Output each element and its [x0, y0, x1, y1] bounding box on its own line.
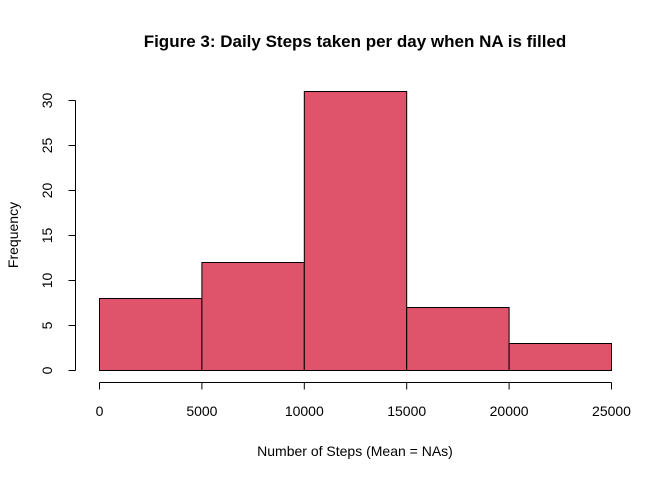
y-tick-label-3: 15: [39, 228, 55, 244]
x-axis: 0 5000 10000 15000 20000 25000: [96, 382, 631, 419]
y-tick-label-1: 5: [39, 321, 55, 329]
chart-title: Figure 3: Daily Steps taken per day when…: [144, 32, 567, 51]
histogram-bar-3: [406, 307, 510, 371]
y-axis: 0 5 10 15 20 25 30: [39, 93, 76, 374]
x-tick-label-2: 10000: [285, 403, 324, 419]
x-tick-label-4: 20000: [490, 403, 529, 419]
x-tick-label-0: 0: [96, 403, 104, 419]
y-axis-label: Frequency: [5, 202, 21, 268]
histogram-bar-1: [201, 262, 305, 371]
histogram-bar-0: [99, 298, 203, 371]
x-tick-label-1: 5000: [186, 403, 217, 419]
y-tick-label-5: 25: [39, 138, 55, 154]
y-tick-label-4: 20: [39, 183, 55, 199]
y-tick-label-2: 10: [39, 273, 55, 289]
bars-group: [99, 91, 613, 371]
y-tick-label-6: 30: [39, 93, 55, 109]
histogram-bar-4: [508, 343, 613, 371]
y-tick-label-0: 0: [39, 366, 55, 374]
x-axis-label: Number of Steps (Mean = NAs): [257, 443, 453, 459]
x-tick-label-5: 25000: [592, 403, 631, 419]
x-tick-label-3: 15000: [387, 403, 426, 419]
histogram-bar-2: [303, 91, 408, 371]
